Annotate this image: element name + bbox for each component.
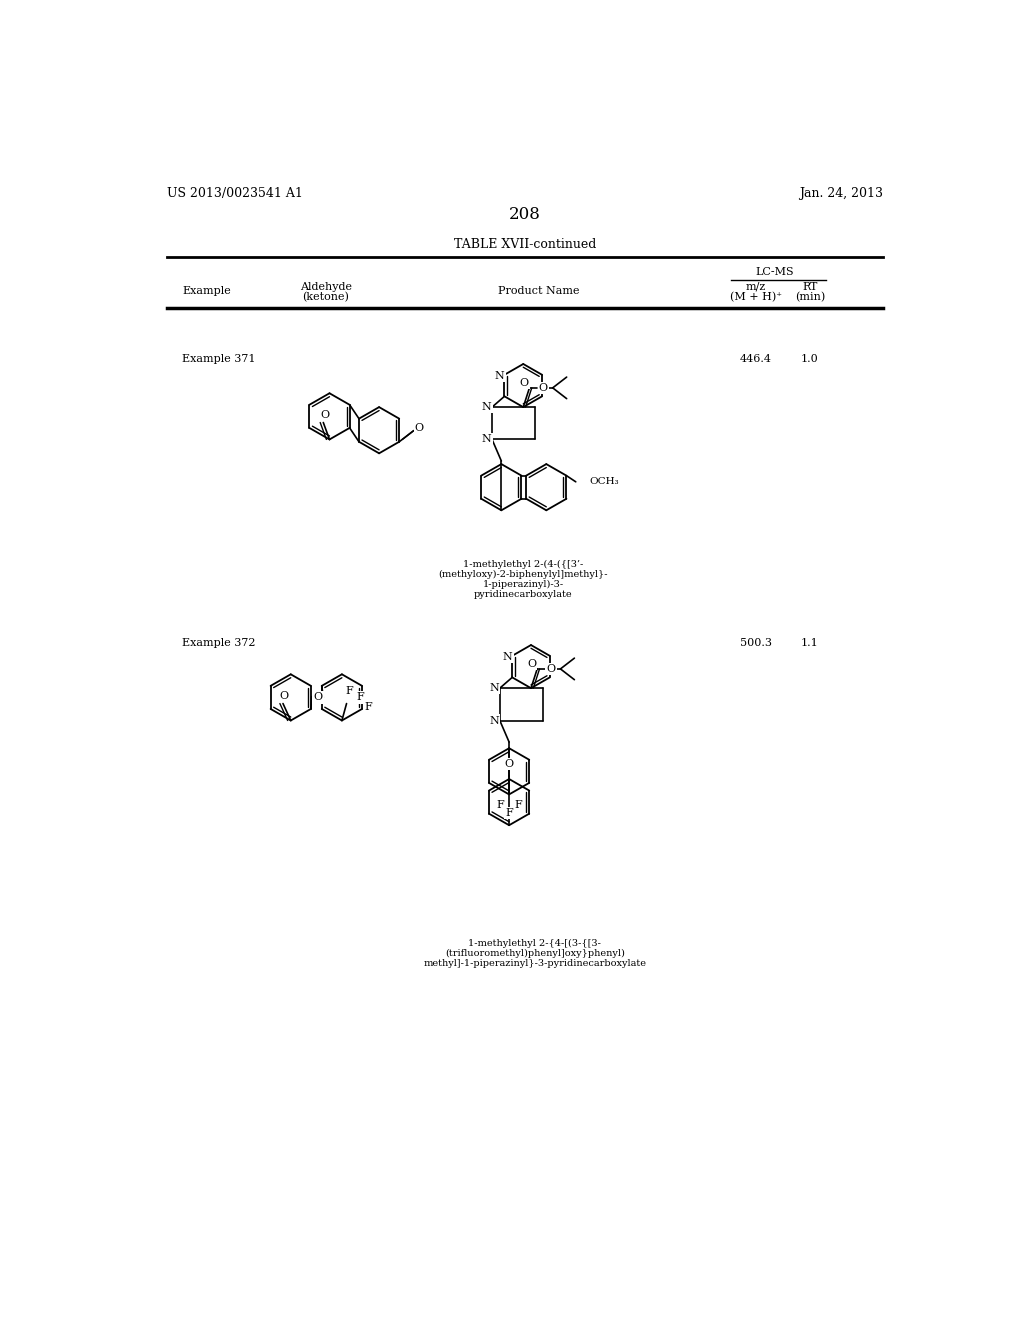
- Text: (M + H)⁺: (M + H)⁺: [730, 292, 781, 302]
- Text: 1.0: 1.0: [801, 354, 819, 363]
- Text: N: N: [481, 434, 492, 445]
- Text: 1-methylethyl 2-{4-[(3-{[3-: 1-methylethyl 2-{4-[(3-{[3-: [468, 940, 601, 948]
- Text: O: O: [519, 379, 528, 388]
- Text: 1.1: 1.1: [801, 639, 819, 648]
- Text: O: O: [527, 659, 537, 669]
- Text: (methyloxy)-2-biphenylyl]methyl}-: (methyloxy)-2-biphenylyl]methyl}-: [438, 570, 608, 578]
- Text: N: N: [495, 371, 505, 380]
- Text: 500.3: 500.3: [739, 639, 772, 648]
- Text: N: N: [489, 715, 500, 726]
- Text: F: F: [514, 800, 522, 810]
- Text: Jan. 24, 2013: Jan. 24, 2013: [799, 186, 883, 199]
- Text: US 2013/0023541 A1: US 2013/0023541 A1: [167, 186, 303, 199]
- Text: O: O: [415, 422, 424, 433]
- Text: (trifluoromethyl)phenyl]oxy}phenyl): (trifluoromethyl)phenyl]oxy}phenyl): [445, 949, 625, 958]
- Text: LC-MS: LC-MS: [756, 268, 795, 277]
- Text: 1-piperazinyl)-3-: 1-piperazinyl)-3-: [482, 579, 564, 589]
- Text: Aldehyde: Aldehyde: [300, 282, 351, 292]
- Text: 446.4: 446.4: [739, 354, 772, 363]
- Text: O: O: [539, 383, 548, 393]
- Text: O: O: [280, 690, 289, 701]
- Text: F: F: [365, 702, 372, 711]
- Text: TABLE XVII-continued: TABLE XVII-continued: [454, 238, 596, 251]
- Text: 208: 208: [509, 206, 541, 223]
- Text: m/z: m/z: [745, 282, 766, 292]
- Text: F: F: [346, 686, 353, 696]
- Text: Product Name: Product Name: [498, 286, 580, 296]
- Text: methyl]-1-piperazinyl}-3-pyridinecarboxylate: methyl]-1-piperazinyl}-3-pyridinecarboxy…: [423, 960, 646, 969]
- Text: Example: Example: [182, 286, 231, 296]
- Text: OCH₃: OCH₃: [590, 478, 620, 486]
- Text: 1-methylethyl 2-(4-({[3’-: 1-methylethyl 2-(4-({[3’-: [463, 560, 584, 569]
- Text: N: N: [489, 684, 500, 693]
- Text: N: N: [503, 652, 512, 661]
- Text: O: O: [505, 759, 514, 768]
- Text: O: O: [321, 409, 330, 420]
- Text: RT: RT: [803, 282, 818, 292]
- Text: F: F: [496, 800, 504, 810]
- Text: (min): (min): [795, 292, 825, 302]
- Text: F: F: [505, 808, 513, 818]
- Text: Example 372: Example 372: [182, 639, 256, 648]
- Text: O: O: [313, 693, 323, 702]
- Text: N: N: [481, 403, 492, 412]
- Text: Example 371: Example 371: [182, 354, 256, 363]
- Text: pyridinecarboxylate: pyridinecarboxylate: [474, 590, 572, 599]
- Text: F: F: [356, 693, 365, 702]
- Text: (ketone): (ketone): [302, 292, 349, 302]
- Text: O: O: [547, 664, 556, 675]
